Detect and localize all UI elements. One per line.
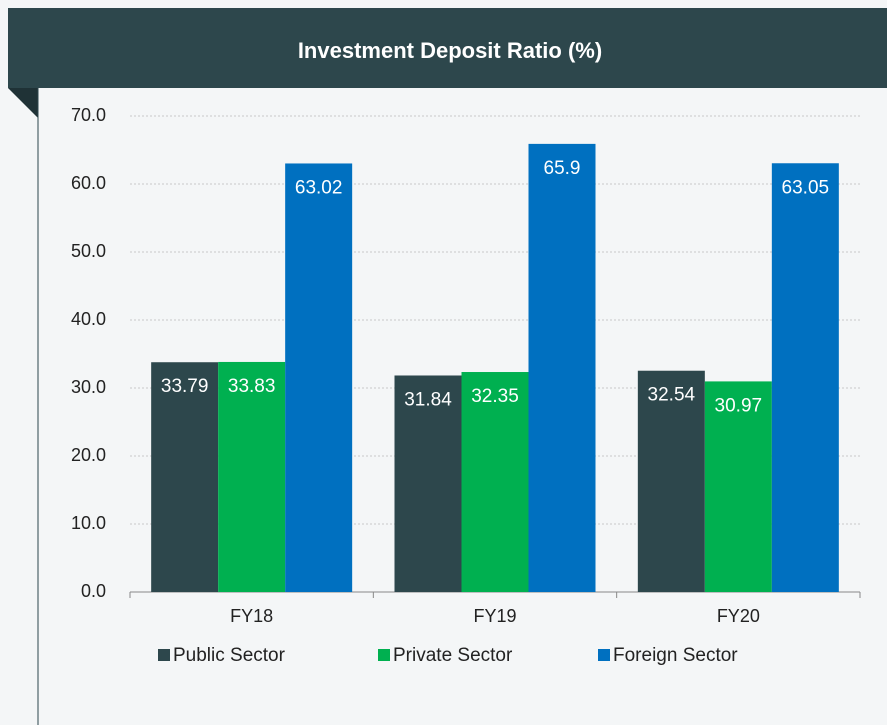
y-tick-label: 10.0 xyxy=(71,513,106,533)
bar xyxy=(528,143,596,592)
data-label: 32.54 xyxy=(648,385,696,406)
y-tick-label: 70.0 xyxy=(71,105,106,125)
y-tick-label: 0.0 xyxy=(81,581,106,601)
data-label: 33.79 xyxy=(161,376,209,397)
data-label: 33.83 xyxy=(228,376,276,397)
header-band xyxy=(8,8,887,88)
legend-label: Foreign Sector xyxy=(613,645,738,666)
data-label: 31.84 xyxy=(404,390,452,411)
bar xyxy=(218,361,286,592)
bar xyxy=(151,362,219,592)
data-label: 63.02 xyxy=(295,177,343,198)
legend-swatch xyxy=(598,649,610,661)
chart-title: Investment Deposit Ratio (%) xyxy=(298,38,602,63)
bar xyxy=(285,163,353,593)
x-tick-label: FY19 xyxy=(473,606,516,626)
x-tick-label: FY20 xyxy=(717,606,760,626)
y-tick-label: 50.0 xyxy=(71,241,106,261)
legend-swatch xyxy=(378,649,390,661)
y-tick-label: 30.0 xyxy=(71,377,106,397)
legend-label: Private Sector xyxy=(393,645,513,666)
bar xyxy=(394,375,462,592)
y-tick-label: 20.0 xyxy=(71,445,106,465)
bar xyxy=(704,381,772,592)
data-label: 32.35 xyxy=(471,386,519,407)
legend-label: Public Sector xyxy=(173,645,286,666)
data-label: 30.97 xyxy=(715,395,763,416)
y-tick-label: 60.0 xyxy=(71,173,106,193)
header-fold xyxy=(8,88,38,118)
bar xyxy=(771,163,839,592)
bar xyxy=(461,372,529,592)
legend-swatch xyxy=(158,649,170,661)
data-label: 65.9 xyxy=(544,158,581,179)
bar xyxy=(637,370,705,592)
y-tick-label: 40.0 xyxy=(71,309,106,329)
data-label: 63.05 xyxy=(782,177,830,198)
x-tick-label: FY18 xyxy=(230,606,273,626)
